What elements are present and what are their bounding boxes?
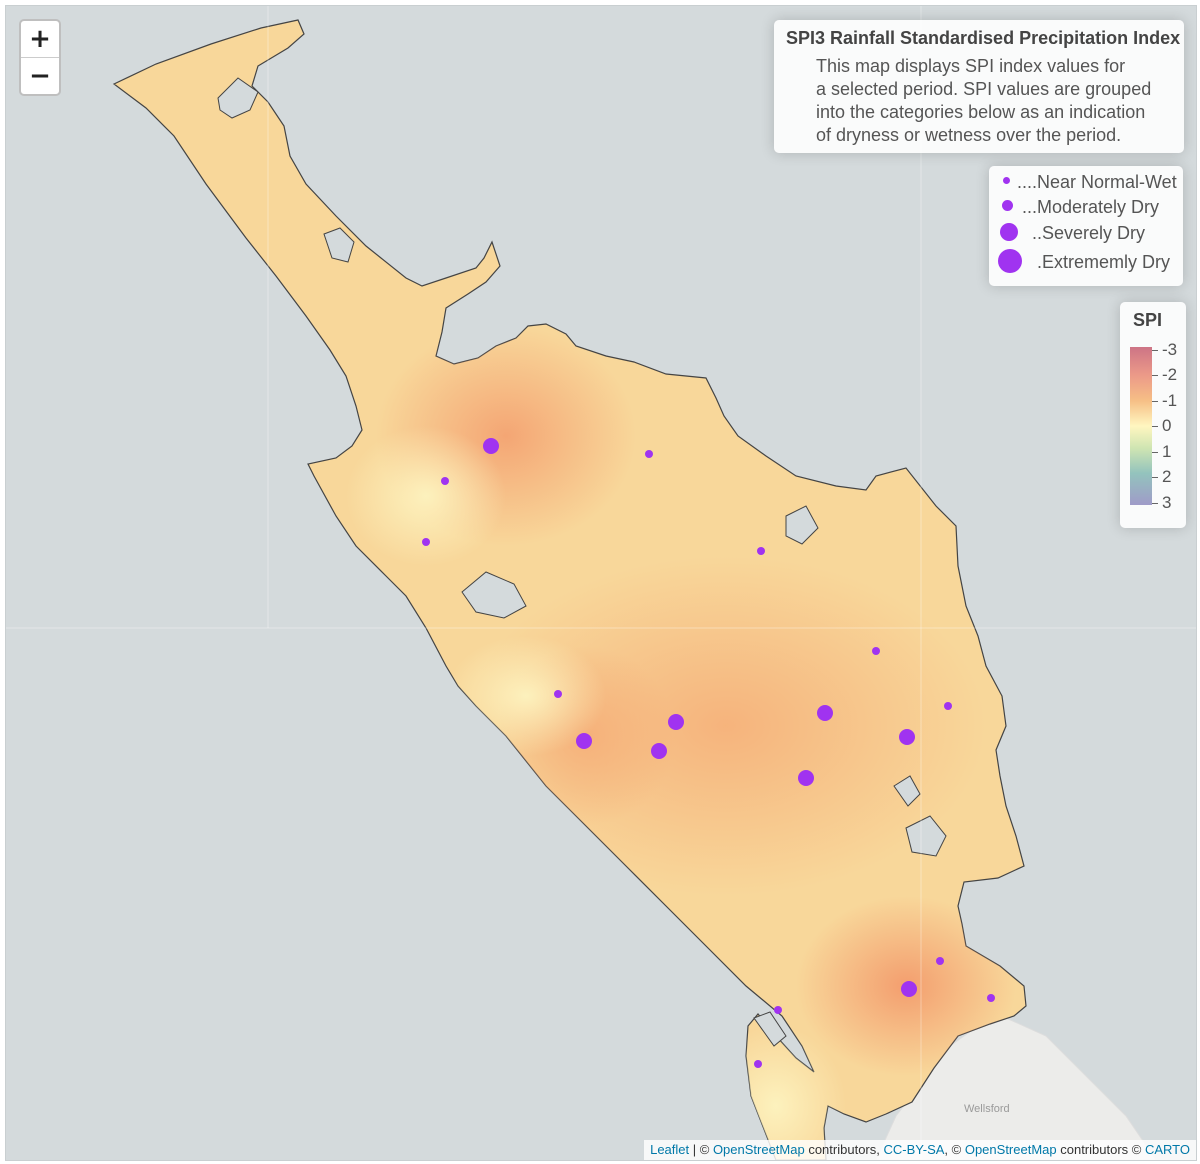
map-attribution: Leaflet | © OpenStreetMap contributors, …: [644, 1140, 1196, 1160]
spi-tick-label: 2: [1162, 467, 1172, 486]
spi-tick-label: 0: [1162, 416, 1172, 435]
spi-color-legend: SPI -3 -2 -1 0 1 2 3: [1120, 302, 1186, 528]
legend-label: ....Near Normal-Wet: [1017, 172, 1177, 192]
marker-dot-icon: [1000, 223, 1018, 241]
info-line: into the categories below as an indicati…: [816, 102, 1146, 122]
station-marker[interactable]: [872, 647, 880, 655]
station-marker[interactable]: [754, 1060, 762, 1068]
map[interactable]: Wellsford + − SPI 3: [5, 5, 1197, 1161]
station-marker[interactable]: [441, 477, 449, 485]
spi-tick-label: -3: [1162, 340, 1178, 359]
station-marker[interactable]: [668, 714, 684, 730]
attribution-text: contributors ©: [1056, 1142, 1145, 1157]
info-line: This map displays SPI index values for: [816, 56, 1126, 76]
station-marker[interactable]: [944, 702, 952, 710]
osm-link[interactable]: OpenStreetMap: [712, 1142, 805, 1157]
spi-legend-title: SPI: [1133, 310, 1163, 330]
carto-link[interactable]: CARTO: [1144, 1142, 1190, 1157]
category-legend: ....Near Normal-Wet ...Moderately Dry ..…: [989, 166, 1183, 286]
spi-tick-label: -2: [1162, 365, 1178, 384]
cc-by-sa-link[interactable]: CC-BY-SA: [883, 1142, 945, 1157]
spi-color-bar: [1130, 347, 1152, 505]
zoom-out-button[interactable]: −: [21, 57, 59, 94]
zoom-in-button[interactable]: +: [29, 24, 51, 54]
station-marker[interactable]: [576, 733, 592, 749]
station-marker[interactable]: [422, 538, 430, 546]
leaflet-link[interactable]: Leaflet: [650, 1142, 690, 1157]
info-line: a selected period. SPI values are groupe…: [816, 79, 1152, 99]
station-marker[interactable]: [774, 1006, 782, 1014]
attribution-text: , ©: [944, 1142, 965, 1157]
station-marker[interactable]: [554, 690, 562, 698]
marker-dot-icon: [998, 249, 1022, 273]
station-markers[interactable]: [422, 438, 995, 1068]
marker-dot-icon: [1003, 177, 1010, 184]
legend-item-near-normal-wet: ....Near Normal-Wet: [989, 172, 1183, 198]
legend-item-extremely-dry: .Extrememly Dry: [989, 248, 1183, 274]
station-marker[interactable]: [936, 957, 944, 965]
station-marker[interactable]: [757, 547, 765, 555]
station-marker[interactable]: [651, 743, 667, 759]
station-marker[interactable]: [817, 705, 833, 721]
station-marker[interactable]: [645, 450, 653, 458]
osm-link[interactable]: OpenStreetMap: [964, 1142, 1057, 1157]
info-line: of dryness or wetness over the period.: [816, 125, 1122, 145]
legend-item-severely-dry: ..Severely Dry: [989, 221, 1183, 247]
station-marker[interactable]: [798, 770, 814, 786]
legend-label: .Extrememly Dry: [1037, 252, 1171, 272]
map-canvas[interactable]: Wellsford: [6, 6, 1196, 1160]
station-marker[interactable]: [987, 994, 995, 1002]
spi-tick-label: -1: [1162, 391, 1178, 410]
info-title: SPI3 Rainfall Standardised Precipitation…: [786, 28, 1181, 48]
spi-tick-label: 3: [1162, 493, 1172, 512]
station-marker[interactable]: [899, 729, 915, 745]
spi-tick-label: 1: [1162, 442, 1172, 461]
harbours: [217, 77, 947, 1047]
legend-label: ...Moderately Dry: [1022, 197, 1160, 217]
zoom-control: + −: [19, 19, 61, 96]
attribution-text: | ©: [689, 1142, 713, 1157]
marker-dot-icon: [1002, 200, 1013, 211]
legend-item-moderately-dry: ...Moderately Dry: [989, 197, 1183, 223]
station-marker[interactable]: [483, 438, 499, 454]
attribution-text: contributors,: [804, 1142, 884, 1157]
place-label-wellsford: Wellsford: [964, 1103, 1010, 1115]
station-marker[interactable]: [901, 981, 917, 997]
info-box: SPI3 Rainfall Standardised Precipitation…: [774, 20, 1184, 153]
legend-label: ..Severely Dry: [1032, 223, 1146, 243]
